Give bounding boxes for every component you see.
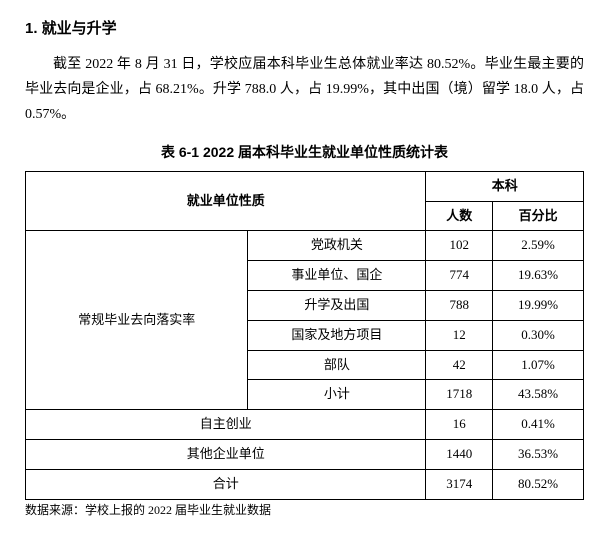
group-label: 常规毕业去向落实率 <box>26 231 248 410</box>
row-count: 3174 <box>426 469 493 499</box>
row-count: 788 <box>426 290 493 320</box>
table-row: 合计 3174 80.52% <box>26 469 584 499</box>
row-name: 国家及地方项目 <box>248 320 426 350</box>
table-row: 其他企业单位 1440 36.53% <box>26 439 584 469</box>
row-count: 1440 <box>426 439 493 469</box>
table-row: 常规毕业去向落实率 党政机关 102 2.59% <box>26 231 584 261</box>
row-pct: 19.63% <box>493 261 584 291</box>
row-count: 1718 <box>426 380 493 410</box>
row-name: 小计 <box>248 380 426 410</box>
section-heading: 1. 就业与升学 <box>25 15 584 42</box>
row-name: 自主创业 <box>26 410 426 440</box>
table-title: 表 6-1 2022 届本科毕业生就业单位性质统计表 <box>25 140 584 165</box>
row-pct: 2.59% <box>493 231 584 261</box>
paragraph: 截至 2022 年 8 月 31 日，学校应届本科毕业生总体就业率达 80.52… <box>25 52 584 128</box>
row-name: 合计 <box>26 469 426 499</box>
row-count: 16 <box>426 410 493 440</box>
row-name: 党政机关 <box>248 231 426 261</box>
row-pct: 80.52% <box>493 469 584 499</box>
employment-table: 就业单位性质 本科 人数 百分比 常规毕业去向落实率 党政机关 102 2.59… <box>25 171 584 500</box>
row-count: 102 <box>426 231 493 261</box>
row-count: 12 <box>426 320 493 350</box>
row-pct: 43.58% <box>493 380 584 410</box>
header-undergrad: 本科 <box>426 171 584 201</box>
row-name: 其他企业单位 <box>26 439 426 469</box>
header-count: 人数 <box>426 201 493 231</box>
row-pct: 36.53% <box>493 439 584 469</box>
row-pct: 0.30% <box>493 320 584 350</box>
table-header-row-1: 就业单位性质 本科 <box>26 171 584 201</box>
row-name: 升学及出国 <box>248 290 426 320</box>
footnote: 数据来源：学校上报的 2022 届毕业生就业数据 <box>25 502 584 519</box>
row-count: 774 <box>426 261 493 291</box>
header-unit-nature: 就业单位性质 <box>26 171 426 231</box>
row-pct: 1.07% <box>493 350 584 380</box>
table-row: 自主创业 16 0.41% <box>26 410 584 440</box>
row-name: 部队 <box>248 350 426 380</box>
row-pct: 0.41% <box>493 410 584 440</box>
row-pct: 19.99% <box>493 290 584 320</box>
row-name: 事业单位、国企 <box>248 261 426 291</box>
header-percent: 百分比 <box>493 201 584 231</box>
row-count: 42 <box>426 350 493 380</box>
